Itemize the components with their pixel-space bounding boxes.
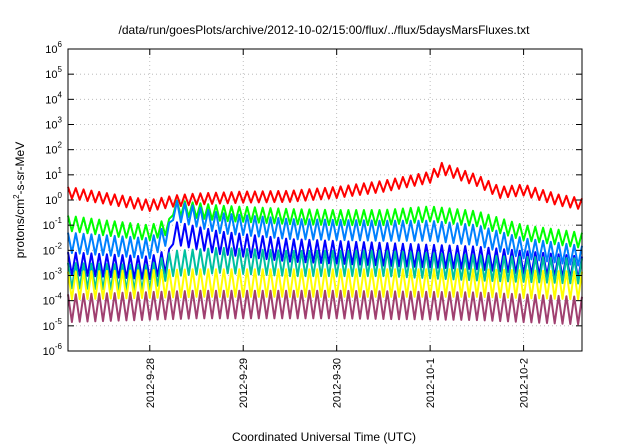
x-tick-label: 2012-10-1	[425, 358, 437, 408]
series-line-7	[67, 289, 583, 326]
y-tick-label: 100	[45, 191, 62, 207]
y-axis-label: protons/cm2-s-sr-MeV	[12, 142, 27, 258]
y-tick-label: 105	[45, 65, 62, 81]
y-axis-label-sup: 2	[12, 194, 21, 199]
x-tick-label: 2012-9-29	[238, 358, 250, 408]
y-tick-label: 10-3	[43, 267, 63, 283]
series-group	[67, 161, 583, 326]
y-tick-label: 103	[45, 116, 62, 132]
y-ticks: 10-6 10-5 10-4 10-3 10-2 10-1 100 101 102 103 104 1…	[43, 40, 582, 358]
x-tick-label: 2012-9-30	[332, 358, 344, 408]
x-ticks: 2012-9-28 2012-9-29 2012-9-30 2012-10-1 2012…	[145, 49, 531, 408]
y-tick-label: 10-6	[43, 342, 63, 358]
y-tick-label: 10-4	[43, 292, 63, 308]
x-tick-label: 2012-10-2	[519, 358, 531, 408]
y-tick-label: 104	[45, 90, 62, 106]
series-line-4	[67, 221, 583, 281]
x-tick-label: 2012-9-28	[145, 358, 157, 408]
y-tick-label: 10-5	[43, 317, 63, 333]
y-axis-label-pre: protons/cm	[13, 199, 27, 258]
series-line-2	[67, 199, 583, 249]
series-line-5	[67, 246, 583, 292]
x-axis-label: Coordinated Universal Time (UTC)	[232, 430, 416, 444]
y-tick-label: 106	[45, 40, 62, 56]
series-line-6	[67, 268, 583, 301]
y-axis-label-post: -s-sr-MeV	[13, 142, 27, 195]
chart-title: /data/run/goesPlots/archive/2012-10-02/1…	[119, 23, 531, 37]
series-line-3	[67, 200, 583, 267]
series-line-1	[67, 161, 583, 213]
y-tick-label: 10-1	[43, 216, 63, 232]
y-tick-label: 10-2	[43, 241, 63, 257]
y-tick-label: 101	[45, 166, 62, 182]
y-tick-label: 102	[45, 141, 62, 157]
